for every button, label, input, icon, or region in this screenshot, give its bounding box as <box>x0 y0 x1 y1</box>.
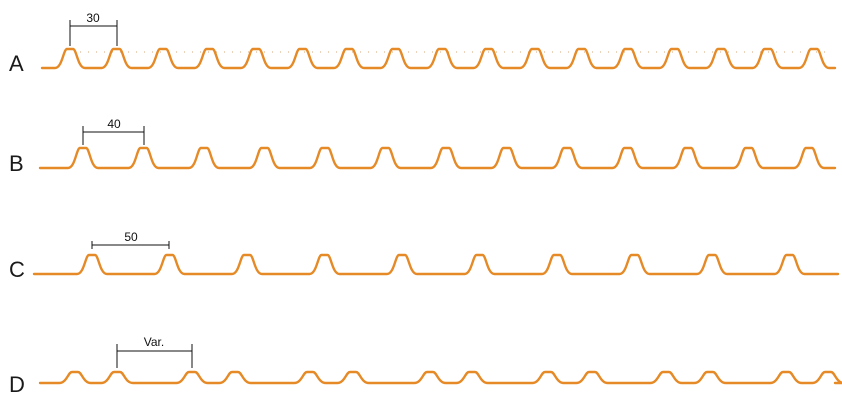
dimension-label-c: 50 <box>124 230 138 244</box>
profile-line-b <box>38 146 837 170</box>
row-label-c: C <box>9 257 25 282</box>
profile-row-c: C 50 <box>9 230 840 282</box>
profile-row-b: B 40 <box>9 117 837 176</box>
profile-line-a <box>40 47 837 70</box>
dimension-label-b: 40 <box>107 117 121 131</box>
dimension-label-a: 30 <box>86 11 100 25</box>
profile-line-c <box>32 253 840 276</box>
dimension-c: 50 <box>91 230 170 249</box>
dimension-a: 30 <box>69 11 118 46</box>
dimension-d: Var. <box>116 335 193 368</box>
profile-row-d: D Var. <box>9 335 842 394</box>
row-label-a: A <box>9 51 24 76</box>
profile-line-d <box>38 370 842 385</box>
dimension-label-d: Var. <box>144 335 164 349</box>
dimension-b: 40 <box>82 117 145 145</box>
row-label-b: B <box>9 151 24 176</box>
profile-row-a: A 30 <box>9 11 837 76</box>
row-label-d: D <box>9 372 25 394</box>
